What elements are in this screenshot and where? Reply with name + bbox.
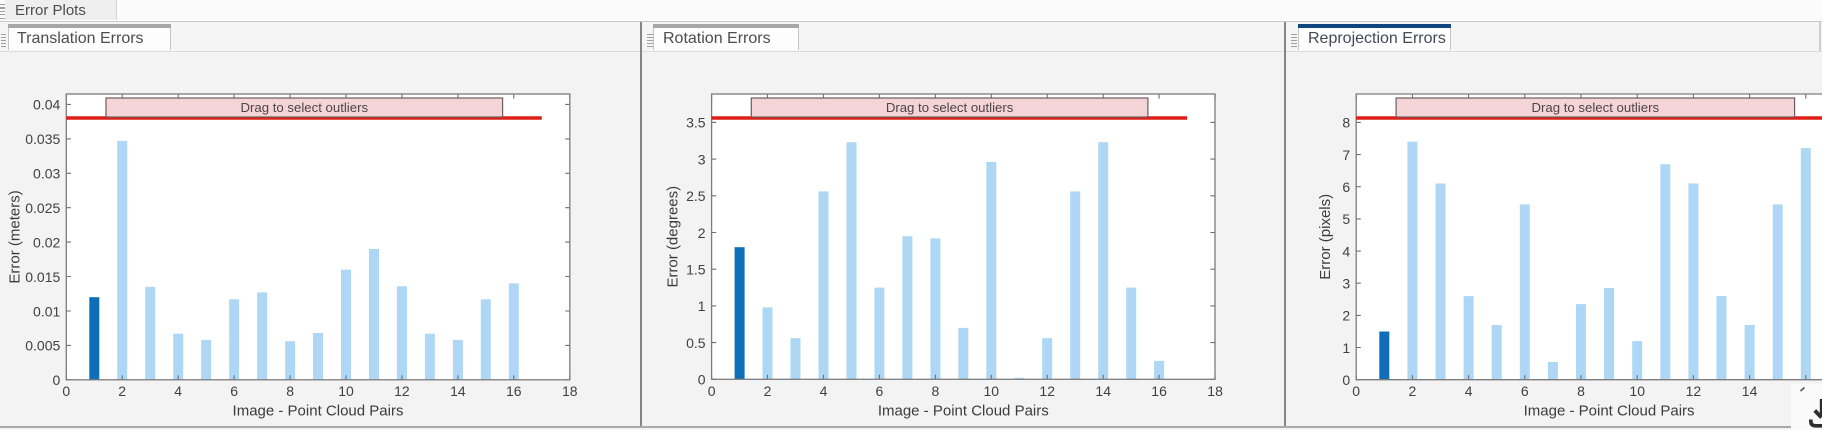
- svg-text:3.5: 3.5: [686, 115, 706, 131]
- svg-text:12: 12: [394, 383, 410, 399]
- svg-text:2: 2: [118, 383, 126, 399]
- svg-text:18: 18: [562, 383, 578, 399]
- svg-text:0: 0: [1352, 383, 1360, 399]
- svg-text:4: 4: [820, 383, 828, 399]
- svg-text:4: 4: [174, 383, 182, 399]
- svg-text:5: 5: [1342, 211, 1350, 227]
- svg-text:14: 14: [1742, 383, 1758, 399]
- svg-text:0.035: 0.035: [25, 131, 60, 147]
- svg-text:8: 8: [286, 383, 294, 399]
- svg-text:4: 4: [1465, 383, 1473, 399]
- svg-text:2: 2: [764, 383, 772, 399]
- svg-text:12: 12: [1039, 383, 1055, 399]
- svg-text:Error (degrees): Error (degrees): [665, 186, 682, 288]
- svg-text:10: 10: [1629, 383, 1645, 399]
- svg-text:Drag to select outliers: Drag to select outliers: [241, 100, 369, 115]
- svg-text:Drag to select outliers: Drag to select outliers: [886, 100, 1014, 115]
- svg-text:2: 2: [698, 225, 706, 241]
- svg-text:6: 6: [876, 383, 884, 399]
- svg-text:0.5: 0.5: [686, 335, 706, 351]
- svg-text:0.03: 0.03: [33, 166, 60, 182]
- svg-text:12: 12: [1686, 383, 1702, 399]
- svg-text:0.04: 0.04: [33, 97, 60, 113]
- svg-text:16: 16: [506, 383, 522, 399]
- svg-text:0: 0: [53, 372, 61, 388]
- svg-text:6: 6: [230, 383, 238, 399]
- svg-text:2: 2: [1409, 383, 1417, 399]
- svg-text:7: 7: [1342, 147, 1350, 163]
- svg-text:0.015: 0.015: [25, 269, 60, 285]
- svg-text:0.025: 0.025: [25, 200, 60, 216]
- svg-text:6: 6: [1521, 383, 1529, 399]
- svg-text:14: 14: [450, 383, 466, 399]
- svg-text:3: 3: [698, 151, 706, 167]
- svg-text:3: 3: [1342, 276, 1350, 292]
- svg-text:0: 0: [708, 383, 716, 399]
- svg-text:Image - Point Cloud Pairs: Image - Point Cloud Pairs: [233, 403, 404, 420]
- svg-text:8: 8: [1342, 115, 1350, 131]
- svg-text:10: 10: [338, 383, 354, 399]
- svg-text:0: 0: [1342, 372, 1350, 388]
- svg-text:Error (pixels): Error (pixels): [1317, 194, 1334, 280]
- svg-text:16: 16: [1151, 383, 1167, 399]
- svg-text:2.5: 2.5: [686, 188, 706, 204]
- svg-text:0.02: 0.02: [33, 234, 60, 250]
- svg-text:Image - Point Cloud Pairs: Image - Point Cloud Pairs: [1524, 403, 1695, 420]
- svg-text:0: 0: [62, 383, 70, 399]
- svg-text:1.5: 1.5: [686, 262, 706, 278]
- svg-text:1: 1: [1342, 340, 1350, 356]
- svg-text:0: 0: [698, 372, 706, 388]
- svg-text:4: 4: [1342, 243, 1350, 259]
- svg-text:18: 18: [1207, 383, 1223, 399]
- svg-text:10: 10: [984, 383, 1000, 399]
- svg-text:Image - Point Cloud Pairs: Image - Point Cloud Pairs: [878, 403, 1049, 420]
- svg-text:2: 2: [1342, 308, 1350, 324]
- svg-text:8: 8: [932, 383, 940, 399]
- svg-text:Drag to select outliers: Drag to select outliers: [1532, 100, 1660, 115]
- svg-text:0.01: 0.01: [33, 303, 60, 319]
- svg-text:1: 1: [698, 298, 706, 314]
- svg-text:0.005: 0.005: [25, 338, 60, 354]
- svg-text:6: 6: [1342, 179, 1350, 195]
- svg-text:14: 14: [1095, 383, 1111, 399]
- svg-text:8: 8: [1577, 383, 1585, 399]
- svg-text:Error (meters): Error (meters): [7, 190, 24, 283]
